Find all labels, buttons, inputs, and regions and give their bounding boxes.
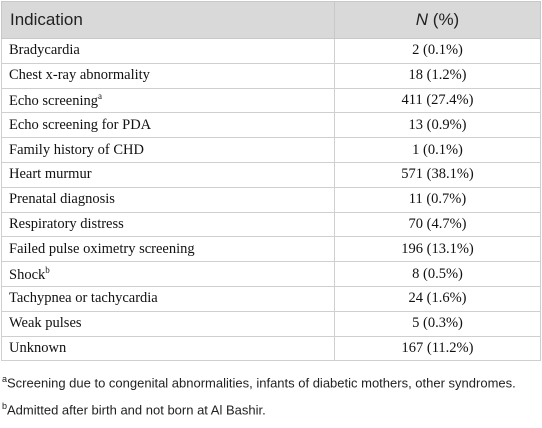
count-cell: 196 (13.1%) [334, 236, 541, 263]
table-row: Weak pulses 5 (0.3%) [1, 310, 541, 337]
footnote-mark: a [2, 374, 8, 385]
table-row: Echo screening for PDA 13 (0.9%) [1, 112, 541, 139]
indication-cell: Echo screening for PDA [1, 112, 335, 139]
indication: Respiratory distress [9, 215, 124, 232]
indication: Weak pulses [9, 315, 82, 332]
indication-cell: Bradycardia [1, 38, 335, 64]
column-header: Indication [1, 1, 335, 39]
indication-cell: Unknown [1, 335, 335, 362]
footnote: bAdmitted after birth and not born at Al… [2, 398, 540, 418]
indication: Tachypnea or tachycardia [9, 290, 158, 307]
indication-cell: Heart murmur [1, 161, 335, 188]
indication: Prenatal diagnosis [9, 191, 115, 208]
indication: Bradycardia [9, 42, 80, 59]
count-cell: 13 (0.9%) [334, 112, 541, 139]
indication-cell: Failed pulse oximetry screening [1, 236, 335, 263]
table-row: Family history of CHD 1 (0.1%) [1, 137, 541, 163]
table-row: Chest x-ray abnormality 18 (1.2%) [1, 62, 541, 89]
indication-cell: Shockb [1, 261, 335, 287]
footnote-mark: b [45, 264, 50, 275]
footnotes: aScreening due to congenital abnormaliti… [2, 371, 540, 418]
indication: Unknown [9, 339, 67, 356]
table-body: Bradycardia 2 (0.1%) Chest x-ray abnormali… [1, 38, 541, 362]
table-row: Prenatal diagnosis 11 (0.7%) [1, 186, 541, 213]
footnote: aScreening due to congenital abnormaliti… [2, 371, 540, 391]
footnote-text: Screening due to congenital abnormalitie… [7, 375, 516, 391]
table-row: Failed pulse oximetry screening 196 (13.1… [1, 236, 541, 263]
column-header-text: (%) [432, 10, 460, 29]
indication-cell: Respiratory distress [1, 211, 335, 238]
footnote-mark: a [97, 91, 102, 102]
count-cell: 1 (0.1%) [334, 137, 541, 163]
table-row: Respiratory distress 70 (4.7%) [1, 211, 541, 238]
indication-cell: Echo screeninga [1, 87, 335, 114]
count-cell: 5 (0.3%) [334, 310, 541, 337]
table-head: Indication N (%) [1, 1, 541, 39]
count-cell: 11 (0.7%) [334, 186, 541, 213]
indication: Failed pulse oximetry screening [9, 240, 195, 257]
footnote-text: Admitted after birth and not born at Al … [7, 402, 266, 418]
count-cell: 70 (4.7%) [334, 211, 541, 238]
indication: Family history of CHD [9, 141, 144, 158]
indication: Echo screening for PDA [9, 116, 152, 133]
table-row: Heart murmur 571 (38.1%) [1, 161, 541, 188]
column-header: N (%) [334, 1, 541, 39]
table-row: Tachypnea or tachycardia 24 (1.6%) [1, 285, 541, 312]
count-cell: 571 (38.1%) [334, 161, 541, 188]
table-row: Shockb 8 (0.5%) [1, 261, 541, 287]
indication: Chest x-ray abnormality [9, 67, 150, 84]
indication-cell: Prenatal diagnosis [1, 186, 335, 213]
column-header-italic: N [415, 10, 429, 29]
header-row: Indication N (%) [1, 1, 541, 39]
indication: Echo screening [9, 92, 98, 109]
count-cell: 18 (1.2%) [334, 62, 541, 89]
indication-cell: Chest x-ray abnormality [1, 62, 335, 89]
count-cell: 8 (0.5%) [334, 261, 541, 287]
indication-cell: Weak pulses [1, 310, 335, 337]
indication: Heart murmur [9, 166, 92, 183]
indication: Shock [9, 266, 46, 283]
table: Indication N (%) Bradycardia 2 (0.1%) Ches… [1, 1, 541, 362]
table-row: Bradycardia 2 (0.1%) [1, 38, 541, 64]
indication-cell: Family history of CHD [1, 137, 335, 163]
footnote-mark: b [2, 400, 8, 411]
count-cell: 2 (0.1%) [334, 38, 541, 64]
count-cell: 411 (27.4%) [334, 87, 541, 114]
count-cell: 24 (1.6%) [334, 285, 541, 312]
count-cell: 167 (11.2%) [334, 335, 541, 362]
indication-cell: Tachypnea or tachycardia [1, 285, 335, 312]
table-row: Echo screeninga 411 (27.4%) [1, 87, 541, 114]
table-row: Unknown 167 (11.2%) [1, 335, 541, 362]
